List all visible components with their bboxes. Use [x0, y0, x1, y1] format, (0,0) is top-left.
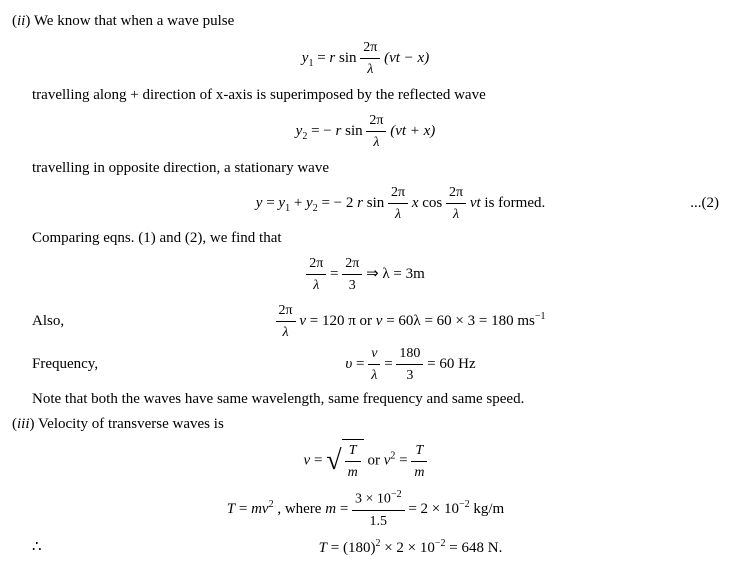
eq-velocity: v = √Tm or v2 = Tm: [12, 439, 719, 483]
eq-also: Also, 2πλ v = 120 π or v = 60λ = 60 × 3 …: [12, 300, 719, 343]
eq-stationary: y = y1 + y2 = − 2 r sin 2πλ x cos 2πλ vt…: [12, 182, 719, 225]
line-iii: (iii) Velocity of transverse waves is: [12, 413, 719, 436]
eq-y2: y2 = − r sin 2πλ (vt + x): [12, 110, 719, 153]
eq-freq: Frequency, υ = vλ = 1803 = 60 Hz: [12, 343, 719, 386]
eq-T-mv2: T = mv2 , where m = 3 × 10−21.5 = 2 × 10…: [12, 487, 719, 532]
eq-y1: y1 = r sin 2πλ (vt − x): [12, 37, 719, 80]
line2: travelling along + direction of x-axis i…: [12, 84, 719, 107]
line3: travelling in opposite direction, a stat…: [12, 157, 719, 180]
intro-ii: We know that when a wave pulse: [34, 13, 234, 29]
line4: Comparing eqns. (1) and (2), we find tha…: [12, 227, 719, 250]
line-ii: (ii) We know that when a wave pulse: [12, 10, 719, 33]
part-iii-label: (iii): [12, 416, 35, 432]
note-line: Note that both the waves have same wavel…: [12, 388, 719, 411]
eq-T-final: ∴ T = (180)2 × 2 × 10−2 = 648 N.: [12, 536, 719, 560]
eq-lambda: 2πλ = 2π3 ⇒ λ = 3m: [12, 253, 719, 296]
intro-iii: Velocity of transverse waves is: [38, 416, 224, 432]
part-ii-label: (ii): [12, 13, 30, 29]
